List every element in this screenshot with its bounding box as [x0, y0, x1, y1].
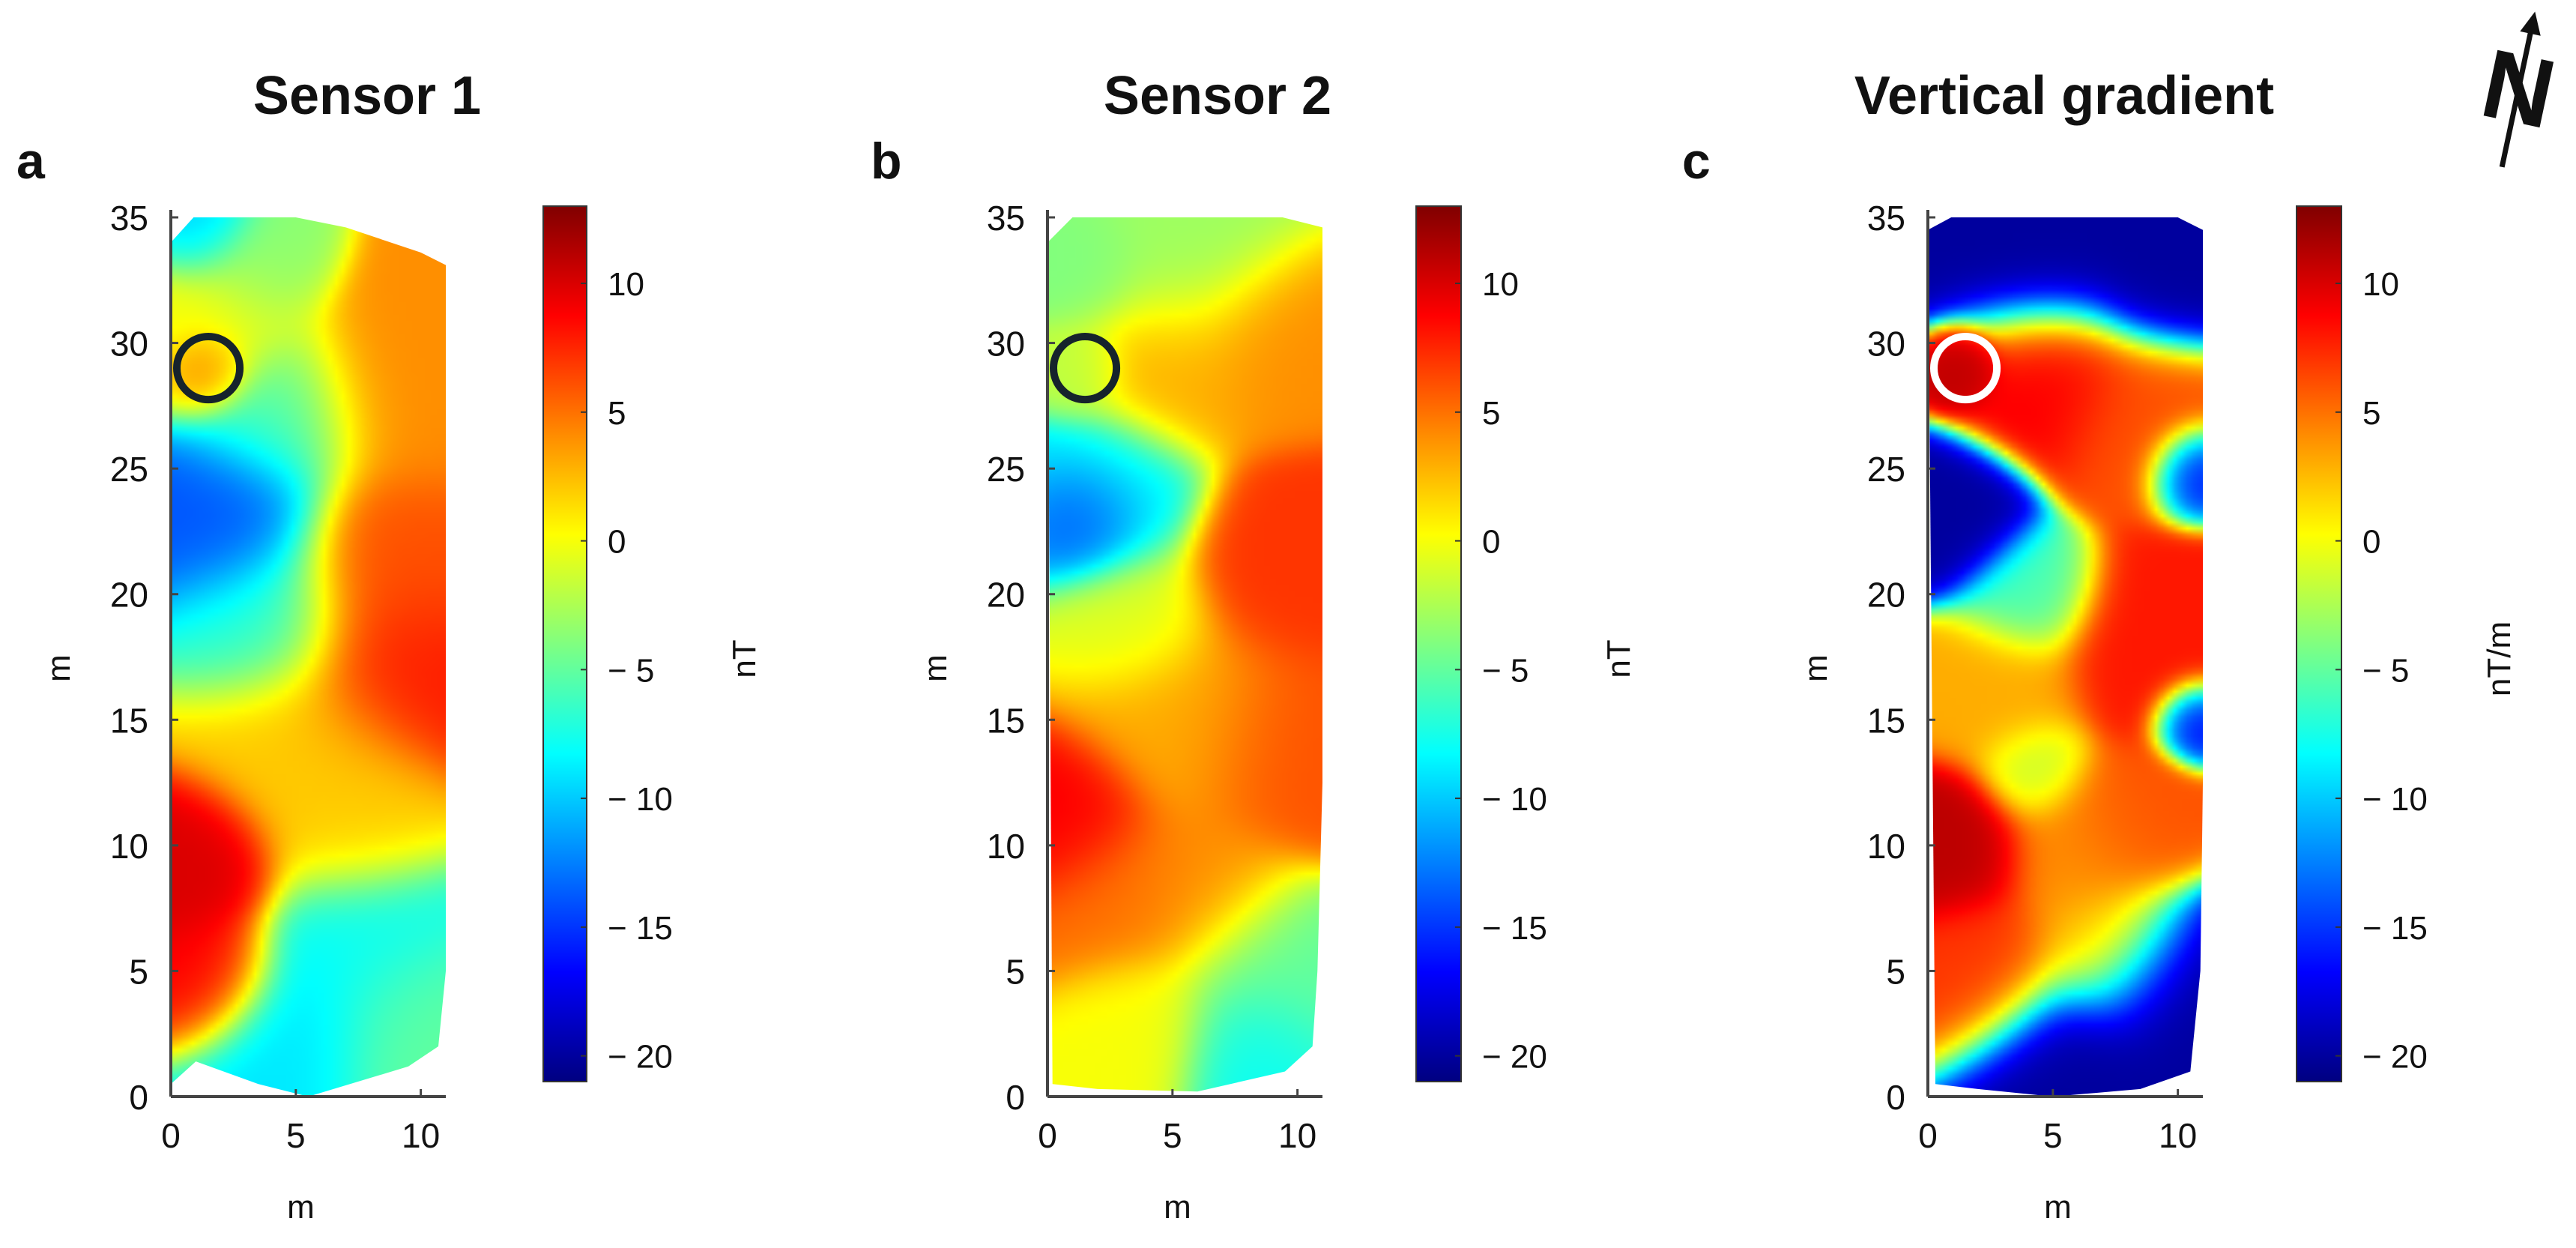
y-tick-label: 15	[987, 701, 1025, 740]
colorbar-tick-label: 10	[1482, 266, 1519, 303]
panel-b: b Sensor 2 0 5 10 15 20 25 30 35 0 5 10 m m 10 5 0 − 5 − 10…	[871, 66, 1637, 1226]
panel-letter: b	[871, 133, 902, 190]
colorbar-tick-label: 0	[608, 524, 626, 561]
y-tick-label: 20	[1867, 576, 1905, 615]
colorbar-tick-label: − 10	[1482, 781, 1547, 818]
colorbar-tick-label: 10	[2362, 266, 2399, 303]
x-axis-label: m	[287, 1189, 315, 1226]
y-tick-label: 10	[1867, 827, 1905, 866]
y-tick-label: 10	[987, 827, 1025, 866]
panel-c: c Vertical gradient 0 5 10 15 20 25 30 35 0 5 10 m m 10…	[1682, 66, 2518, 1226]
y-tick-label: 30	[1867, 325, 1905, 364]
y-tick-label: 0	[1886, 1078, 1905, 1117]
colorbar-tick-label: 0	[2362, 524, 2380, 561]
y-tick-label: 15	[1867, 701, 1905, 740]
colorbar-tick-label: − 10	[2362, 781, 2428, 818]
colorbar-tick-label: 5	[2362, 395, 2380, 432]
y-tick-label: 30	[110, 325, 148, 364]
y-tick-label: 20	[987, 576, 1025, 615]
chart-title: Sensor 2	[1104, 66, 1331, 126]
y-tick-label: 20	[110, 576, 148, 615]
panel-letter: c	[1682, 133, 1711, 190]
y-tick-label: 35	[1867, 199, 1905, 238]
y-tick-label: 25	[987, 450, 1025, 489]
colorbar-tick-label: 10	[608, 266, 644, 303]
panel-letter: a	[16, 133, 46, 190]
colorbar-tick-label: − 15	[2362, 910, 2428, 947]
colorbar-tick-label: − 20	[608, 1039, 673, 1076]
heatmap-surface	[171, 217, 446, 1097]
chart-title: Vertical gradient	[1854, 66, 2274, 126]
panel-a: a Sensor 1 0 5 10 15 20 25 30 35 0 5 10 m m 10 5 0 − 5 − 10…	[16, 66, 763, 1226]
colorbar	[1415, 205, 1462, 1082]
heatmap-surface	[1928, 217, 2203, 1097]
colorbar-tick-label: − 5	[2362, 652, 2409, 689]
colorbar-tick-label: − 15	[608, 910, 673, 947]
x-tick-label: 10	[402, 1116, 440, 1155]
colorbar-label: nT/m	[2481, 621, 2518, 696]
anomaly-marker-circle	[1050, 333, 1121, 404]
y-tick-label: 0	[129, 1078, 148, 1117]
heatmap-surface	[1047, 217, 1322, 1092]
y-axis-label: m	[40, 654, 77, 682]
colorbar-tick-label: − 20	[2362, 1039, 2428, 1076]
anomaly-marker-circle	[1930, 333, 2001, 404]
panels: a Sensor 1 0 5 10 15 20 25 30 35 0 5 10 m m 10 5 0 − 5 − 10…	[16, 66, 2518, 1226]
y-tick-label: 25	[110, 450, 148, 489]
colorbar-label: nT	[1600, 639, 1637, 678]
colorbar-tick-label: − 15	[1482, 910, 1547, 947]
y-tick-label: 35	[987, 199, 1025, 238]
x-tick-label: 5	[1163, 1116, 1182, 1155]
colorbar-tick-label: − 20	[1482, 1039, 1547, 1076]
y-tick-label: 5	[129, 952, 148, 991]
colorbar	[542, 205, 587, 1082]
anomaly-marker-circle	[173, 333, 244, 404]
y-tick-label: 0	[1006, 1078, 1025, 1117]
colorbar	[2296, 205, 2342, 1082]
north-arrow: N	[2473, 11, 2565, 168]
colorbar-tick-label: − 5	[608, 652, 654, 689]
colorbar-tick-label: − 10	[608, 781, 673, 818]
y-tick-label: 25	[1867, 450, 1905, 489]
y-axis-label: m	[1798, 654, 1834, 682]
y-tick-label: 35	[110, 199, 148, 238]
y-tick-label: 15	[110, 701, 148, 740]
colorbar-label: nT	[726, 639, 763, 678]
north-arrow-head	[2520, 11, 2541, 36]
y-tick-label: 10	[110, 827, 148, 866]
y-tick-label: 5	[1886, 952, 1905, 991]
colorbar-tick-label: − 5	[1482, 652, 1529, 689]
colorbar-tick-label: 5	[1482, 395, 1500, 432]
x-tick-label: 10	[1278, 1116, 1316, 1155]
x-tick-label: 0	[1038, 1116, 1057, 1155]
x-tick-label: 10	[2159, 1116, 2197, 1155]
x-tick-label: 5	[286, 1116, 306, 1155]
x-tick-label: 0	[1918, 1116, 1938, 1155]
x-tick-label: 0	[161, 1116, 181, 1155]
north-label: N	[2473, 28, 2564, 149]
chart-title: Sensor 1	[253, 66, 481, 126]
colorbar-tick-label: 0	[1482, 524, 1500, 561]
y-tick-label: 5	[1006, 952, 1025, 991]
north-arrow-shaft	[2499, 19, 2536, 168]
colorbar-tick-label: 5	[608, 395, 626, 432]
y-axis-label: m	[917, 654, 954, 682]
y-tick-label: 30	[987, 325, 1025, 364]
x-axis-label: m	[1164, 1189, 1191, 1226]
x-axis-label: m	[2044, 1189, 2072, 1226]
x-tick-label: 5	[2043, 1116, 2063, 1155]
